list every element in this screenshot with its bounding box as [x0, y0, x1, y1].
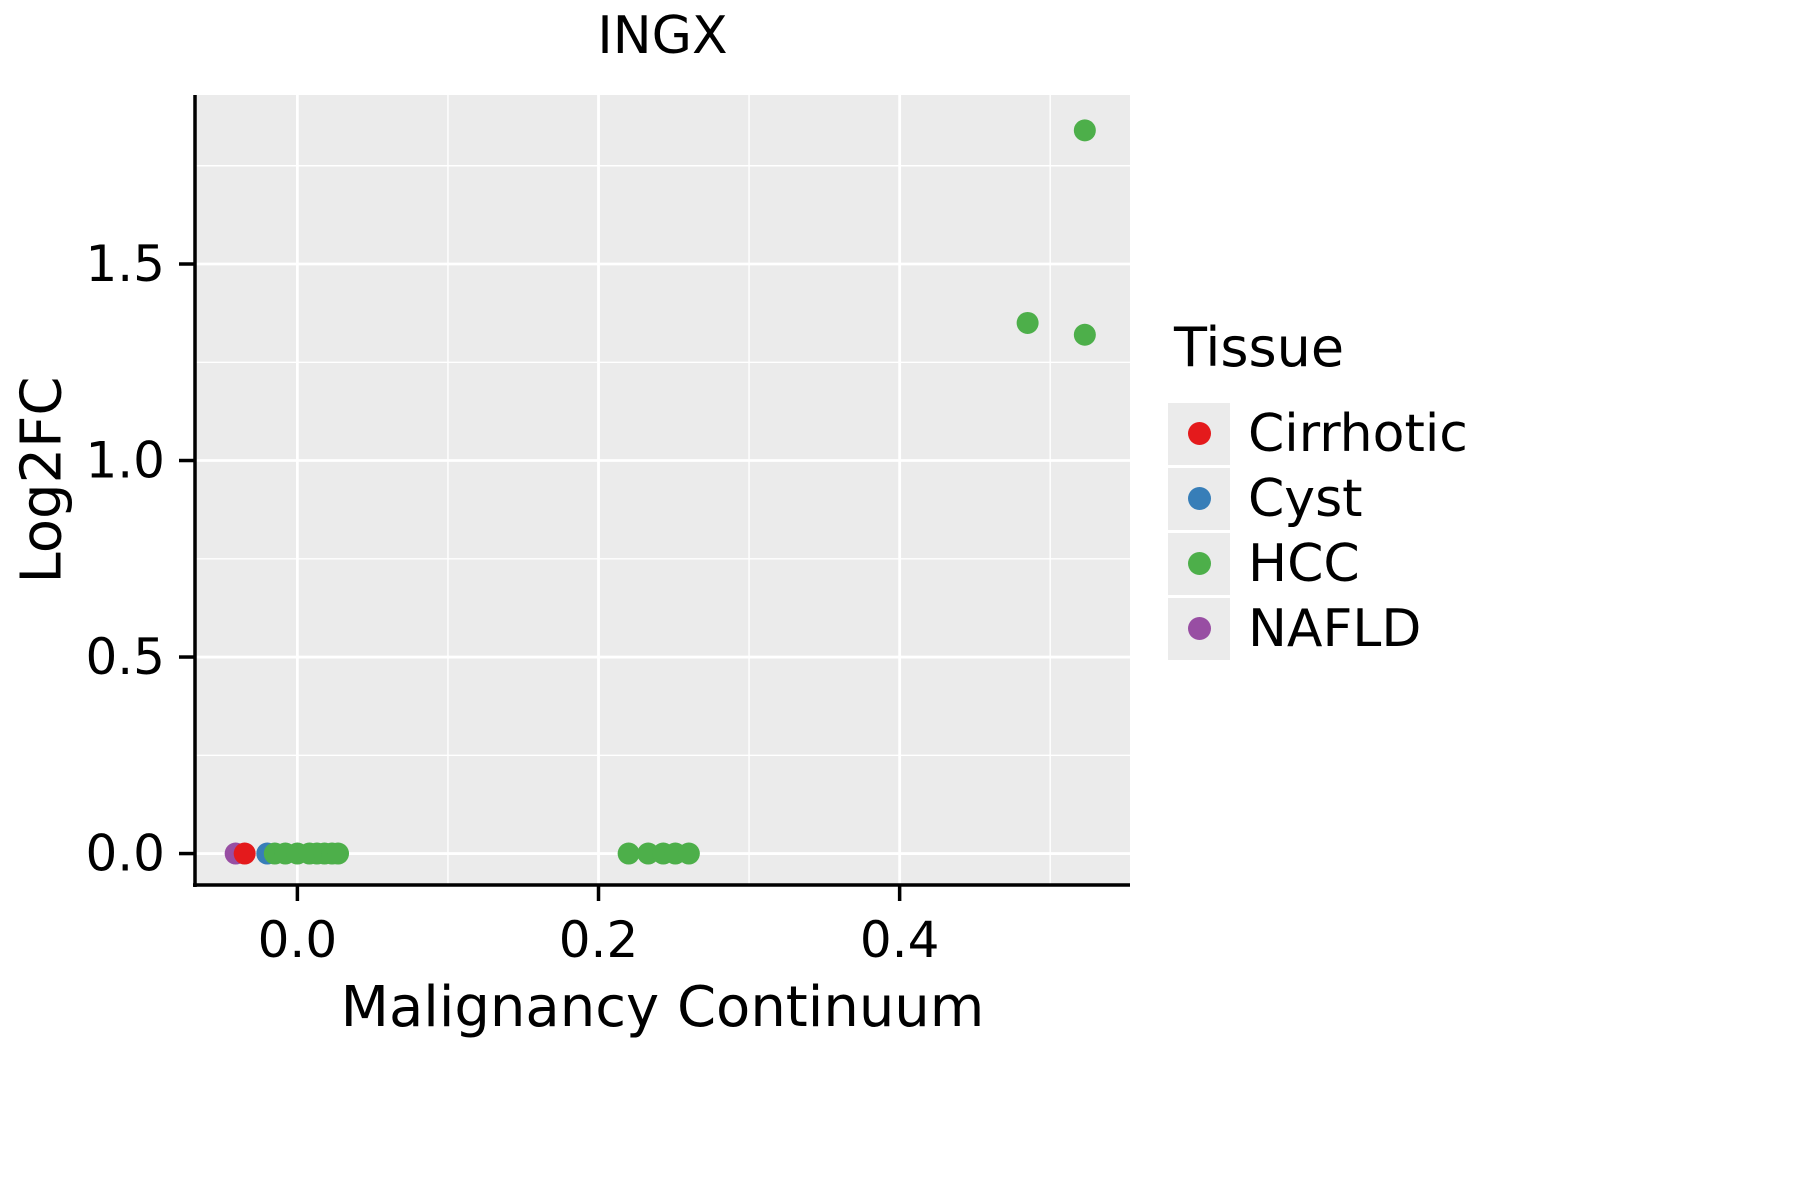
point-hcc [327, 842, 350, 865]
legend-items: Cirrhotic Cyst HCC NAFLD [1168, 401, 1468, 661]
legend-key [1168, 467, 1230, 530]
point-hcc [1016, 311, 1039, 334]
point-hcc [637, 842, 660, 865]
y-tick-label: 1.0 [85, 432, 165, 490]
legend-key [1168, 597, 1230, 660]
legend-swatch-icon [1187, 552, 1211, 575]
x-tick-label: 0.0 [258, 911, 338, 969]
legend: Tissue Cirrhotic Cyst HCC NAFLD [1168, 316, 1468, 661]
legend-key [1168, 402, 1230, 465]
x-tick-label: 0.2 [559, 911, 639, 969]
legend-swatch-icon [1187, 422, 1211, 445]
legend-item-cirrhotic: Cirrhotic [1168, 401, 1468, 466]
legend-swatch-icon [1187, 487, 1211, 510]
legend-item-hcc: HCC [1168, 531, 1468, 596]
legend-label: Cirrhotic [1248, 403, 1468, 464]
legend-item-nafld: NAFLD [1168, 596, 1468, 661]
legend-label: HCC [1248, 533, 1360, 594]
y-tick-label: 0.5 [85, 628, 165, 686]
y-tick-label: 1.5 [85, 235, 165, 293]
point-hcc [1073, 119, 1096, 142]
point-hcc [677, 842, 700, 865]
x-axis-label: Malignancy Continuum [340, 975, 985, 1040]
legend-swatch-icon [1187, 617, 1211, 640]
x-tick-label: 0.4 [860, 911, 940, 969]
legend-label: NAFLD [1248, 598, 1422, 659]
point-cirrhotic [233, 842, 256, 865]
point-hcc [617, 842, 640, 865]
y-tick-label: 0.0 [85, 825, 165, 883]
point-hcc [1073, 323, 1096, 346]
y-axis-label: Log2FC [9, 376, 75, 584]
legend-label: Cyst [1248, 468, 1363, 529]
legend-item-cyst: Cyst [1168, 466, 1468, 531]
legend-title: Tissue [1174, 316, 1345, 379]
chart-title: INGX [597, 6, 728, 66]
legend-key [1168, 532, 1230, 595]
plot-panel [195, 95, 1130, 885]
